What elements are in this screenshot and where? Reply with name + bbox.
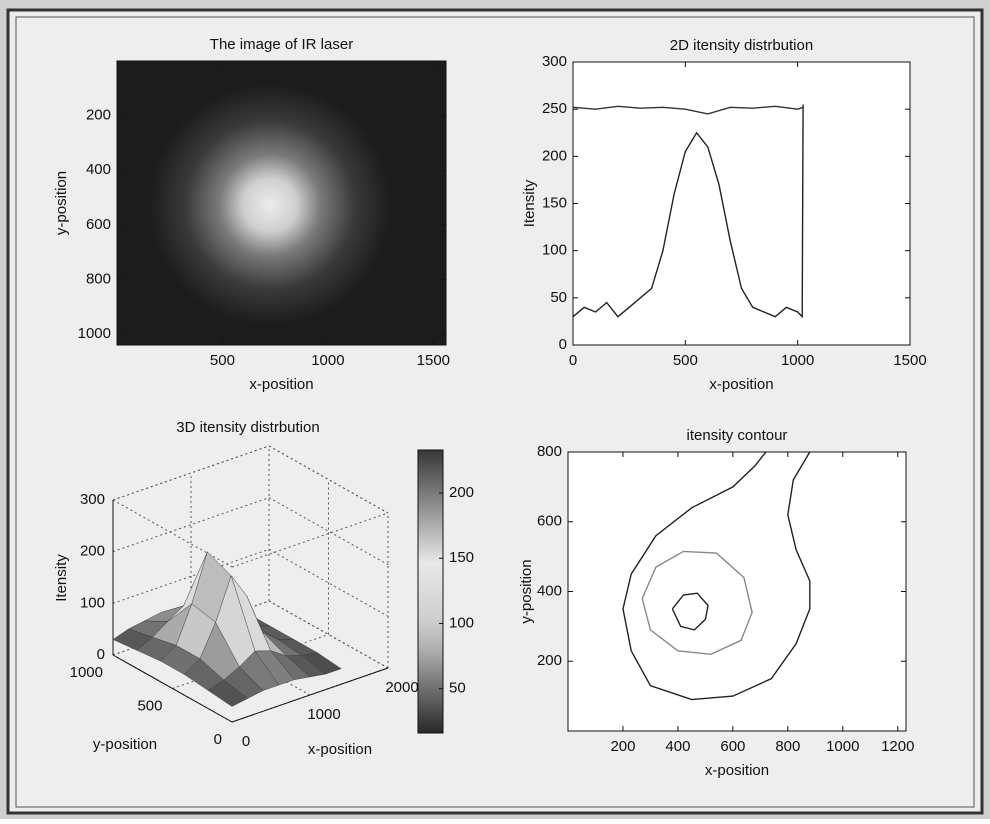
y-tick-label: 800: [86, 270, 111, 287]
x-axis-label: x-position: [709, 376, 773, 393]
data-line: [572, 105, 804, 115]
x-axis-label: x-position: [308, 741, 372, 758]
x-tick-label: 1500: [417, 352, 450, 369]
colorbar: [417, 449, 444, 734]
x-tick-label: 200: [610, 738, 635, 755]
x-tick-label: 1000: [781, 352, 814, 369]
surface-patch: [207, 679, 248, 707]
z-tick-label: 0: [97, 646, 105, 663]
y-tick-label: 250: [542, 100, 567, 117]
y-tick-label: 400: [86, 161, 111, 178]
z-axis-label: Itensity: [53, 554, 70, 602]
z-tick-label: 200: [80, 543, 105, 560]
x-tick-label: 1000: [307, 706, 340, 723]
y-axis-label: y-position: [518, 559, 535, 623]
colorbar-tick-label: 200: [449, 484, 474, 501]
colorbar-tick-label: 50: [449, 680, 466, 697]
colorbar-tick-label: 100: [449, 614, 474, 631]
axes-box: [116, 60, 447, 346]
chart-title: 3D itensity distrbution: [176, 419, 319, 436]
y-tick-label: 200: [537, 652, 562, 669]
x-tick-label: 0: [569, 352, 577, 369]
chart-title: The image of IR laser: [210, 36, 353, 53]
y-tick-label: 1000: [78, 325, 111, 342]
colorbar-tick-label: 150: [449, 549, 474, 566]
axis-line: [231, 667, 389, 723]
x-tick-label: 1200: [881, 738, 914, 755]
y-tick-label: 500: [137, 697, 162, 714]
x-tick-label: 500: [673, 352, 698, 369]
z-tick-label: 100: [80, 594, 105, 611]
data-line: [572, 104, 804, 319]
axes-background: [568, 452, 906, 731]
y-tick-label: 200: [86, 107, 111, 124]
y-tick-label: 100: [542, 242, 567, 259]
y-tick-label: 800: [537, 443, 562, 460]
data-line: [641, 550, 753, 656]
y-axis-label: y-position: [53, 171, 70, 235]
x-tick-label: 500: [210, 352, 235, 369]
data-line: [622, 451, 811, 701]
x-tick-label: 600: [720, 738, 745, 755]
axis-line: [112, 654, 233, 723]
chart-title: itensity contour: [687, 427, 788, 444]
y-tick-label: 50: [550, 289, 567, 306]
x-tick-label: 0: [242, 733, 250, 750]
y-tick-label: 1000: [70, 664, 103, 681]
chart-title: 2D itensity distrbution: [670, 37, 813, 54]
y-axis-label: y-position: [93, 736, 157, 753]
axes-background: [573, 62, 910, 345]
y-tick-label: 0: [214, 731, 222, 748]
x-tick-label: 1000: [311, 352, 344, 369]
x-axis-label: x-position: [249, 376, 313, 393]
y-tick-label: 0: [559, 336, 567, 353]
y-axis-label: Itensity: [521, 179, 538, 227]
data-line: [671, 592, 709, 631]
z-tick-label: 300: [80, 491, 105, 508]
x-tick-label: 800: [775, 738, 800, 755]
y-tick-label: 600: [537, 513, 562, 530]
image-intensity: [117, 61, 446, 345]
x-tick-label: 1500: [893, 352, 926, 369]
x-axis-label: x-position: [705, 762, 769, 779]
y-tick-label: 600: [86, 216, 111, 233]
x-tick-label: 2000: [385, 679, 418, 696]
x-tick-label: 1000: [826, 738, 859, 755]
y-tick-label: 400: [537, 582, 562, 599]
x-tick-label: 400: [665, 738, 690, 755]
y-tick-label: 200: [542, 147, 567, 164]
y-tick-label: 300: [542, 53, 567, 70]
y-tick-label: 150: [542, 194, 567, 211]
